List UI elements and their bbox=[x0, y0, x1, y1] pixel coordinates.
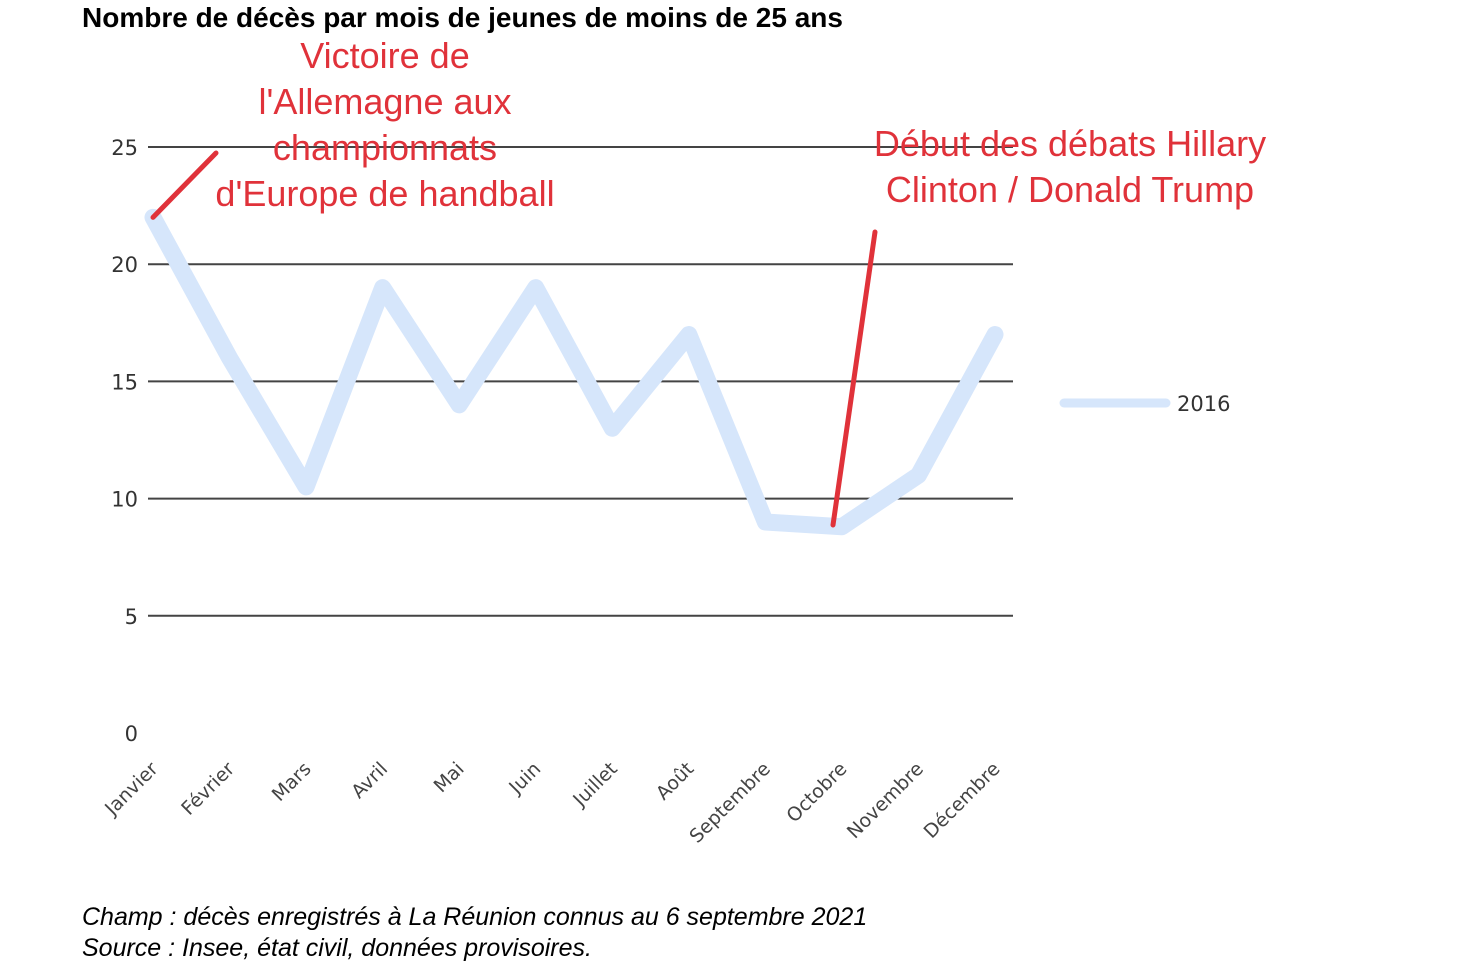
annotation-line: Clinton / Donald Trump bbox=[885, 169, 1255, 210]
y-tick-label: 25 bbox=[111, 136, 138, 160]
series-line-2016 bbox=[144, 208, 1004, 536]
x-tick-label: Mars bbox=[268, 758, 316, 806]
x-tick-label: Avril bbox=[347, 758, 392, 803]
x-tick-label: Décembre bbox=[920, 758, 1005, 843]
annotation-line: Début des débats Hillary bbox=[873, 123, 1267, 164]
data-point bbox=[534, 286, 537, 289]
annotation-line: Victoire de bbox=[300, 35, 470, 76]
annotation-line: championnats bbox=[272, 127, 498, 168]
x-tick-label: Août bbox=[652, 758, 699, 805]
y-tick-label: 0 bbox=[125, 722, 138, 746]
x-tick-label: Juin bbox=[504, 758, 545, 799]
annotation-line: d'Europe de handball bbox=[215, 173, 555, 214]
annotation-pointer bbox=[830, 229, 878, 528]
data-point bbox=[305, 485, 308, 488]
data-point bbox=[764, 521, 767, 524]
x-tick-label: Novembre bbox=[843, 758, 928, 843]
x-tick-label: Juillet bbox=[568, 758, 621, 811]
y-tick-label: 10 bbox=[111, 488, 138, 512]
annotation-line: l'Allemagne aux bbox=[258, 81, 512, 122]
x-tick-label: Janvier bbox=[100, 758, 163, 821]
data-point bbox=[917, 474, 920, 477]
y-tick-label: 5 bbox=[125, 605, 138, 629]
data-point bbox=[994, 333, 996, 336]
data-point bbox=[611, 427, 614, 430]
footer-source: Source : Insee, état civil, données prov… bbox=[82, 934, 592, 962]
annotation-lines bbox=[150, 150, 878, 528]
data-point bbox=[381, 286, 384, 289]
annotation-handball: Victoire de l'Allemagne aux championnats… bbox=[150, 33, 620, 217]
x-tick-label: Mai bbox=[430, 758, 469, 797]
legend: 2016 bbox=[1059, 392, 1230, 416]
data-point bbox=[840, 525, 843, 528]
x-tick-label: Septembre bbox=[685, 758, 775, 848]
chart-title: Nombre de décès par mois de jeunes de mo… bbox=[82, 2, 843, 33]
y-tick-label: 20 bbox=[111, 253, 138, 277]
data-point bbox=[458, 403, 461, 406]
x-tick-label: Février bbox=[177, 758, 239, 820]
x-axis-ticks: Janvier Février Mars Avril Mai Juin Juillet Aoû… bbox=[100, 758, 1004, 848]
x-tick-label: Octobre bbox=[782, 758, 851, 827]
y-axis-ticks: 0 5 10 15 20 25 bbox=[111, 136, 138, 746]
annotation-debates: Début des débats Hillary Clinton / Donal… bbox=[835, 121, 1305, 213]
footer-scope: Champ : décès enregistrés à La Réunion c… bbox=[82, 903, 868, 931]
data-point bbox=[687, 333, 690, 336]
annotation-pointer bbox=[150, 150, 219, 220]
data-point bbox=[228, 356, 231, 359]
y-tick-label: 15 bbox=[111, 370, 138, 394]
legend-label: 2016 bbox=[1177, 392, 1230, 416]
